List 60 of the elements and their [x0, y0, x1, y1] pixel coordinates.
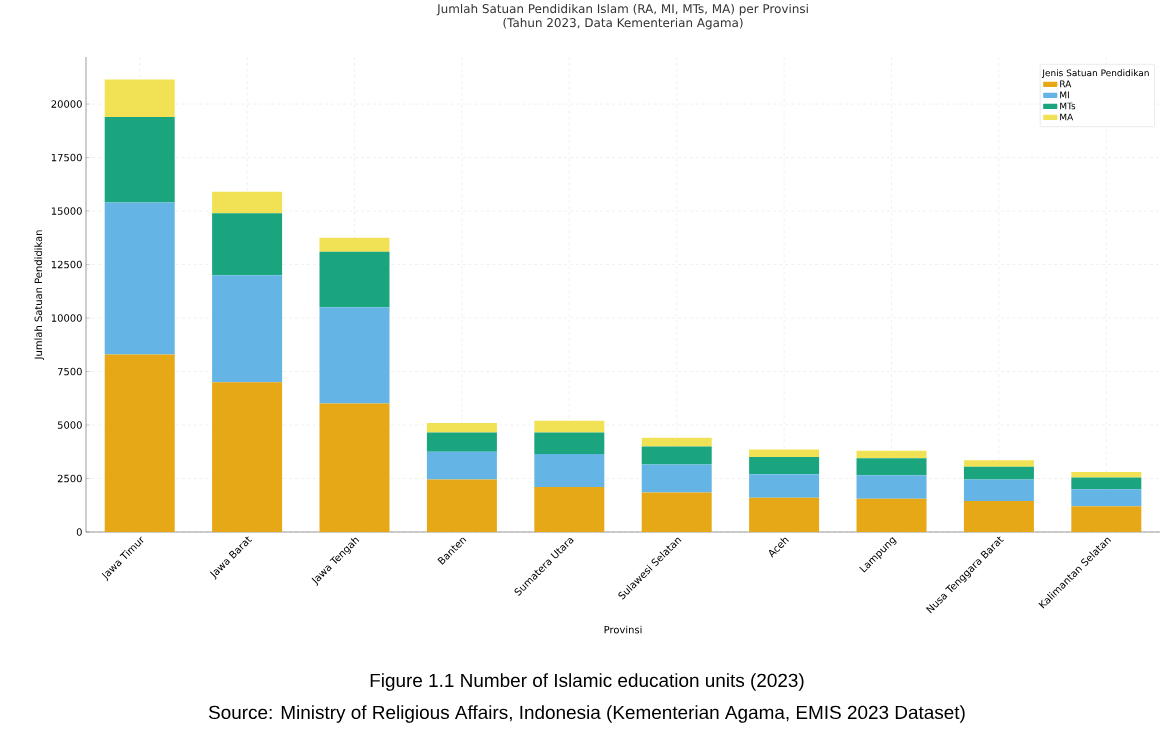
- bar: [856, 498, 927, 532]
- y-tick-label: 7500: [57, 367, 82, 376]
- bar: [856, 450, 927, 459]
- bar: [963, 460, 1034, 467]
- bar: [426, 479, 497, 532]
- bar: [749, 457, 820, 475]
- bar: [1071, 489, 1142, 507]
- bar: [749, 497, 820, 532]
- bar: [212, 213, 283, 276]
- bar: [641, 464, 712, 493]
- bar: [212, 275, 283, 383]
- caption: Figure 1.1 Number of Islamic education units (2023): [370, 673, 804, 691]
- bar: [426, 422, 497, 433]
- bar: [534, 432, 605, 454]
- legend-label: MA: [1060, 113, 1074, 121]
- bar: [104, 79, 175, 117]
- bar: [104, 116, 175, 203]
- bar: [856, 458, 927, 476]
- bar: [749, 449, 820, 458]
- bar: [319, 251, 390, 308]
- bar: [534, 487, 605, 532]
- chart-subtitle: (Tahun 2023, Data Kementerian Agama): [503, 17, 743, 30]
- bar: [963, 466, 1034, 480]
- legend-label: MTs: [1060, 102, 1076, 110]
- bar: [641, 446, 712, 465]
- y-tick-label: 5000: [57, 421, 82, 429]
- y-tick-label: 20000: [51, 100, 82, 108]
- y-tick-label: 10000: [51, 314, 82, 322]
- bar: [749, 474, 820, 498]
- bar: [641, 492, 712, 532]
- x-axis-title: Provinsi: [604, 625, 642, 634]
- bar: [641, 437, 712, 447]
- bar: [104, 354, 175, 532]
- y-tick-label: 15000: [51, 207, 82, 215]
- y-tick-label: 17500: [51, 153, 82, 162]
- y-axis-title: Jumlah Satuan Pendidikan: [34, 230, 44, 360]
- bar: [1071, 477, 1142, 490]
- y-tick-label: 12500: [51, 260, 82, 269]
- bar: [534, 453, 605, 488]
- bar: [534, 420, 605, 433]
- bar: [1071, 506, 1142, 532]
- bar: [426, 432, 497, 452]
- legend-label: RA: [1060, 80, 1072, 88]
- source-note: Source: Ministry of Religious Affairs, Indonesia (Kementerian Agama, EMIS 2023 Dataset): [208, 705, 965, 723]
- bar: [963, 500, 1034, 532]
- bar: [319, 237, 390, 252]
- bar: [1071, 472, 1142, 478]
- y-tick-label: 2500: [57, 474, 82, 483]
- chart-title: Jumlah Satuan Pendidikan Islam (RA, MI, MTs, MA) per Provinsi: [436, 3, 808, 16]
- bar: [212, 191, 283, 214]
- bar: [856, 475, 927, 499]
- bar: [963, 479, 1034, 501]
- bar: [104, 202, 175, 355]
- bar: [426, 451, 497, 480]
- bar: [319, 403, 390, 532]
- bar: [319, 307, 390, 404]
- legend-label: MI: [1060, 91, 1069, 99]
- bar: [212, 382, 283, 532]
- y-tick-label: 0: [76, 528, 82, 536]
- legend-title: Jenis Satuan Pendidikan: [1041, 69, 1149, 78]
